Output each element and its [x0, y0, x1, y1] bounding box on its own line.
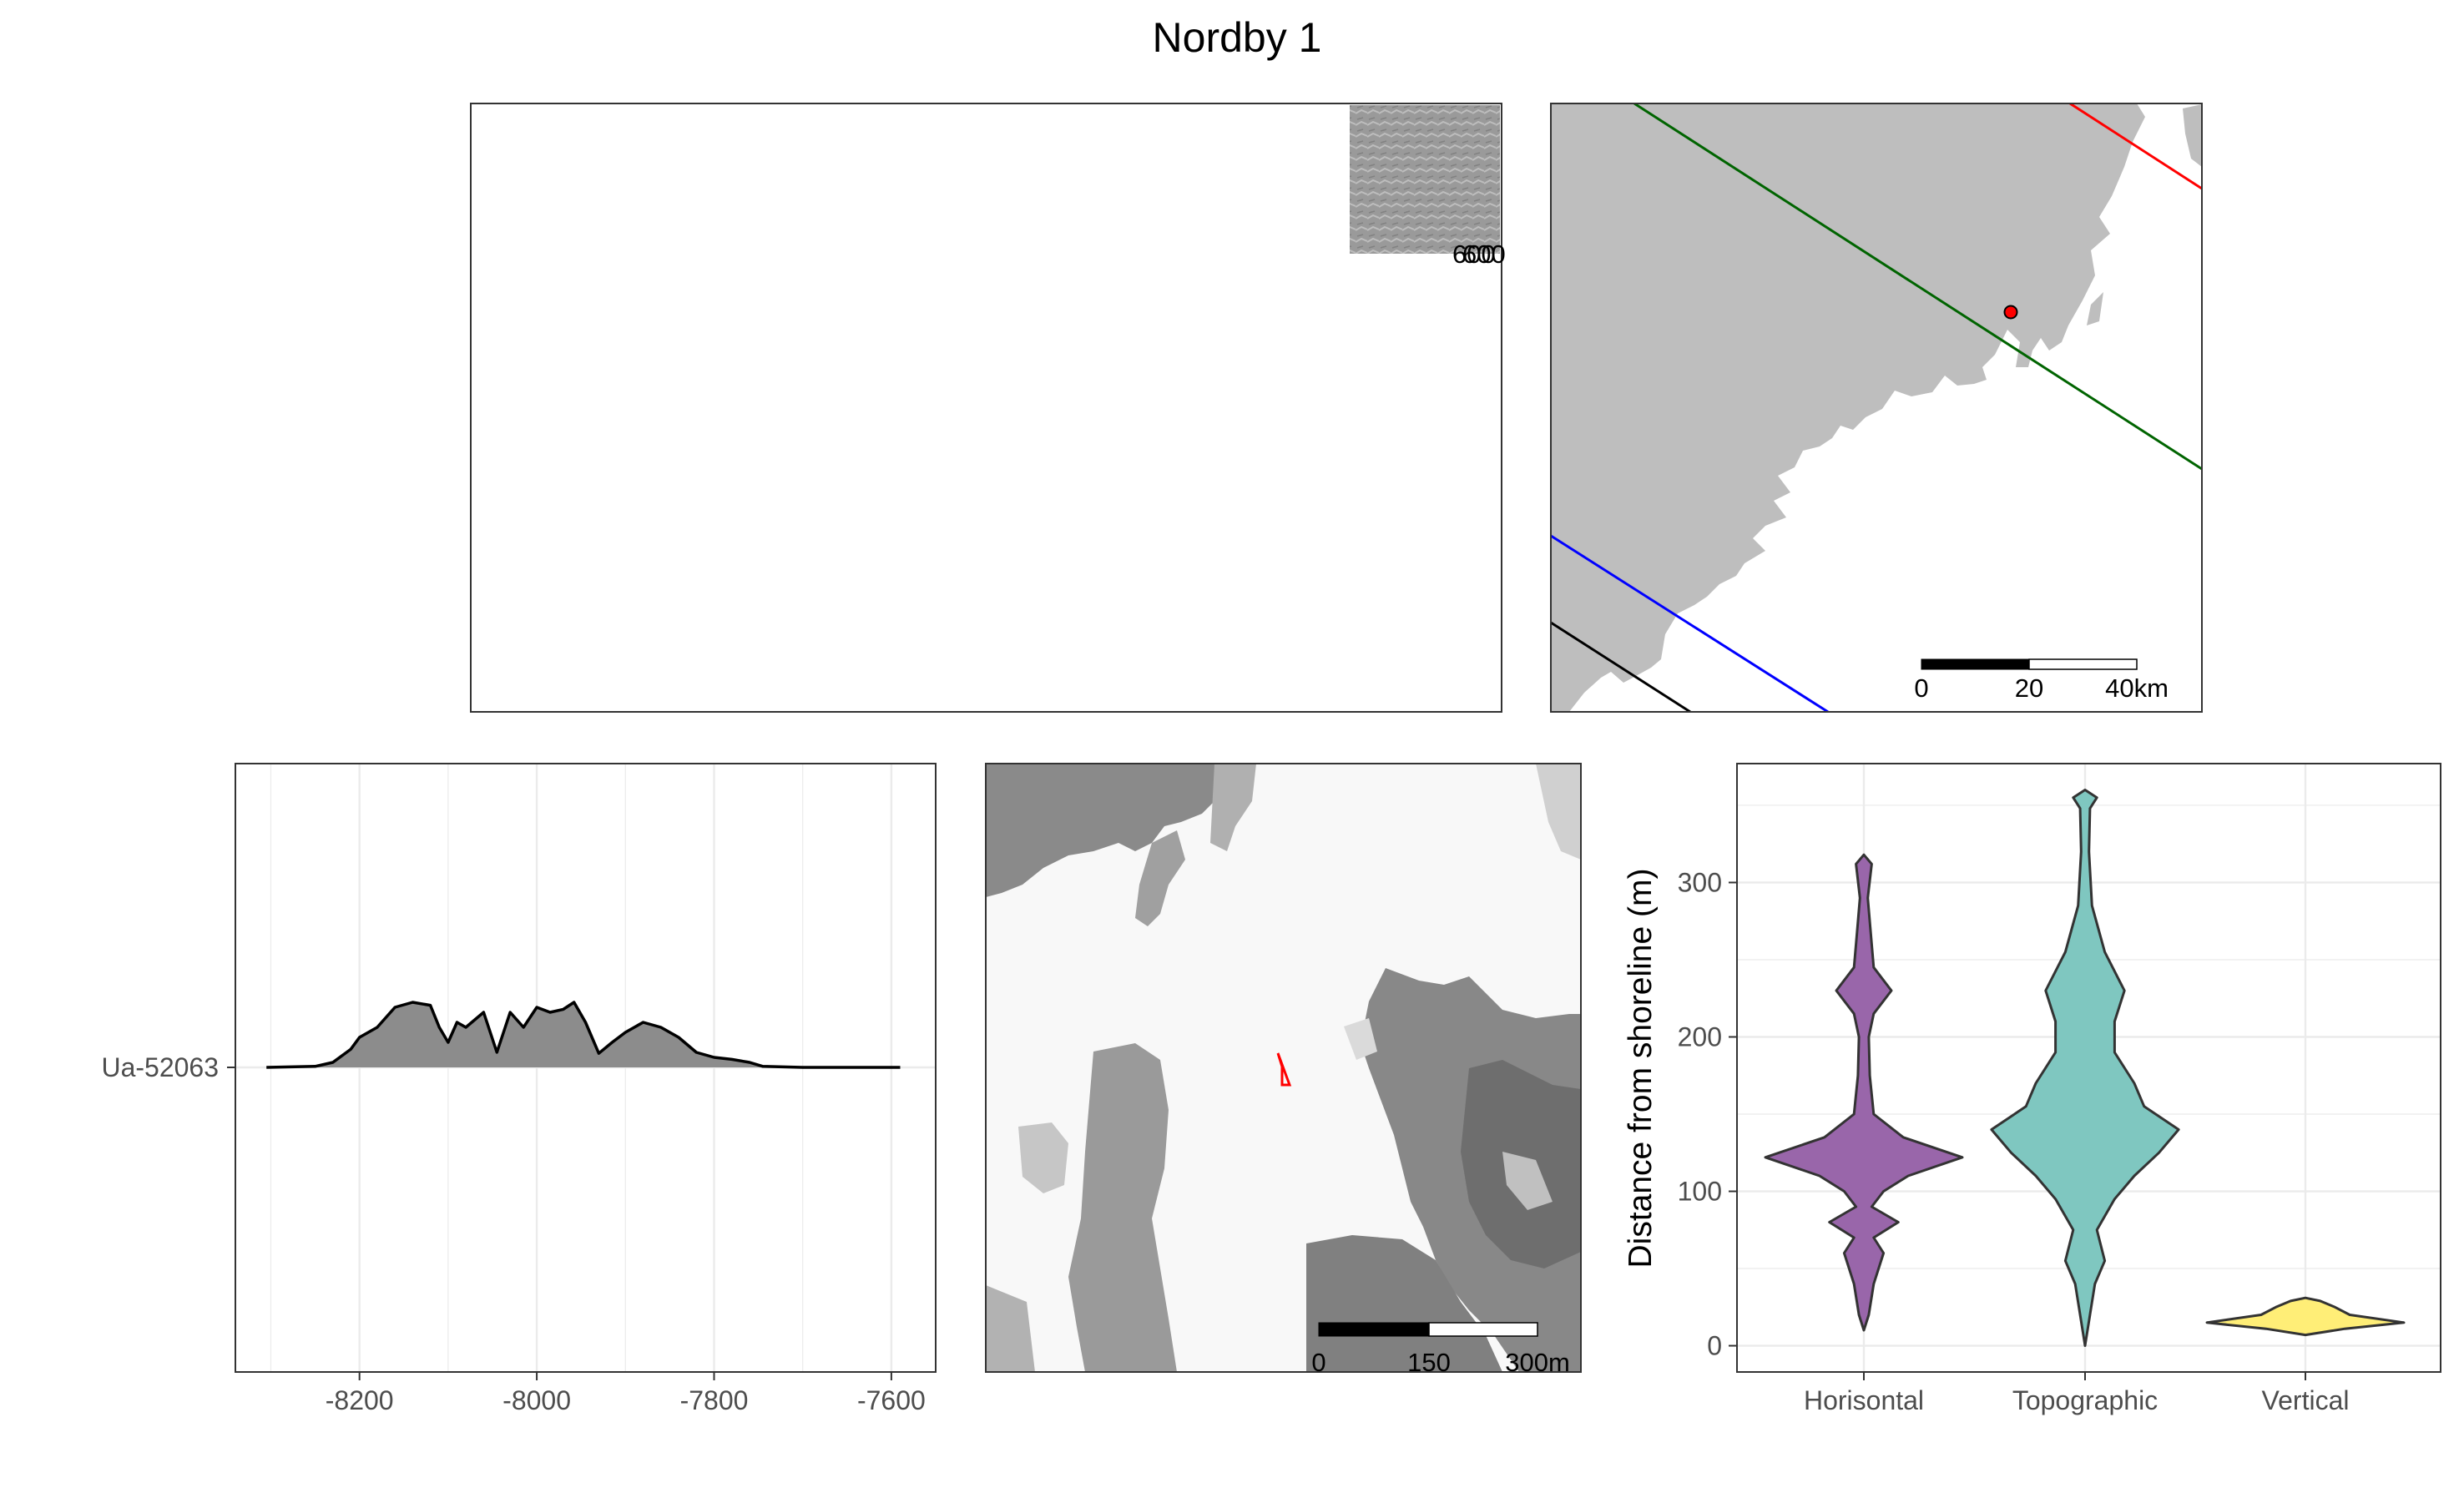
violin-y-axis: 0 100 200 300 — [1678, 867, 1737, 1361]
violin-x-tick-label: Horisontal — [1804, 1385, 1924, 1415]
region-map-landmass — [1551, 103, 2145, 712]
region-map-panel: 0 20 40km — [1550, 103, 2203, 713]
violin-x-axis: Horisontal Topographic Vertical — [1804, 1372, 2350, 1415]
violin-y-tick-label: 100 — [1678, 1177, 1722, 1207]
region-map-site-point — [2003, 305, 2018, 320]
density-fill — [266, 1002, 901, 1067]
region-map-green-line — [1633, 103, 2202, 471]
region-map-black-line — [1551, 621, 1691, 712]
density-area-group — [266, 1001, 901, 1069]
local-map-scalebar: 0 150 300m — [1311, 1322, 1570, 1377]
violin-y-tick-label: 200 — [1678, 1021, 1722, 1052]
violin-x-tick-label: Topographic — [2012, 1385, 2158, 1415]
region-map-red-line — [2069, 103, 2202, 190]
density-y-axis: Ua-52063 — [101, 1052, 235, 1082]
density-x-tick-label: -8000 — [502, 1385, 571, 1415]
density-x-tick-label: -8200 — [326, 1385, 394, 1415]
violin-plot-border — [1736, 763, 2441, 1373]
local-scale-label-1: 150 — [1407, 1348, 1451, 1377]
density-y-tick-label: Ua-52063 — [101, 1052, 219, 1082]
region-scale-label-0: 0 — [1914, 673, 1928, 703]
local-map-raster — [986, 764, 1581, 1372]
region-scale-label-1: 20 — [2015, 673, 2043, 703]
local-map-site-polygon — [1276, 1052, 1292, 1087]
region-scale-label-2: 40km — [2105, 673, 2169, 703]
overview-map-panel: 600 600 — [470, 103, 1506, 713]
density-x-tick-label: -7800 — [680, 1385, 749, 1415]
region-map-island-2 — [2087, 292, 2103, 325]
region-map-blue-line — [1551, 534, 1829, 712]
region-map-scalebar: 0 20 40km — [1914, 658, 2169, 703]
violin-y-axis-title: Distance from shoreline (m) — [1623, 869, 1659, 1269]
violin-horisontal — [1764, 853, 1964, 1332]
violin-topographic — [1990, 789, 2180, 1347]
local-scale-label-2: 300m — [1505, 1348, 1570, 1377]
violin-panel: 0 100 200 300 Horisontal Topographic Vertical… — [1623, 763, 2441, 1415]
density-x-tick-label: -7600 — [857, 1385, 926, 1415]
overview-map-inset-label-2: 600 — [1462, 240, 1506, 269]
overview-map-relief-inset — [1350, 105, 1500, 254]
density-panel: -8200 -8000 -7800 -7600 Ua-52063 — [101, 763, 937, 1415]
violin-y-tick-label: 300 — [1678, 867, 1722, 897]
overview-map-inset-label-1: 600 — [1452, 240, 1496, 269]
region-map-island — [2183, 104, 2202, 167]
violin-y-tick-label: 0 — [1707, 1331, 1722, 1361]
density-outline — [266, 1001, 901, 1069]
violin-shapes-group — [1764, 789, 2406, 1347]
violin-x-tick-label: Vertical — [2262, 1385, 2350, 1415]
local-map-panel: 0 150 300m — [985, 763, 1582, 1377]
density-x-axis: -8200 -8000 -7800 -7600 — [326, 1372, 926, 1415]
overview-map-border — [470, 103, 1502, 713]
figure-title: Nordby 1 — [1153, 14, 1322, 61]
local-scale-label-0: 0 — [1311, 1348, 1325, 1377]
violin-vertical — [2205, 1296, 2406, 1337]
local-map-border — [985, 763, 1582, 1373]
region-map-border — [1550, 103, 2203, 713]
